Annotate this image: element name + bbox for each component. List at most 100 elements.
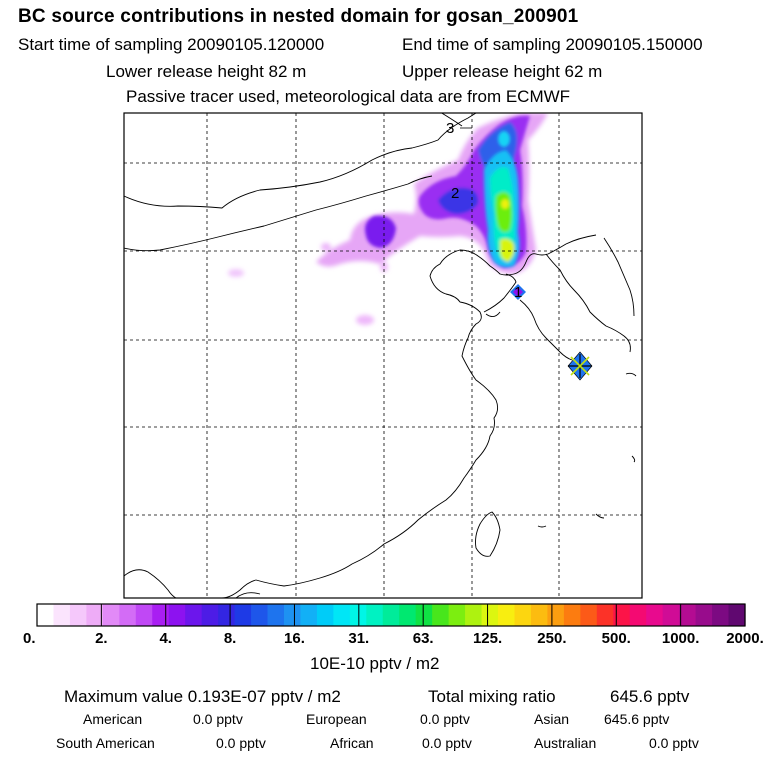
- map-frame: [123, 112, 643, 599]
- region-name-african: African: [330, 735, 374, 751]
- colorbar-swatch: [135, 604, 153, 626]
- receptor-gosan-marker: [567, 351, 593, 381]
- colorbar-ticks: [100, 604, 682, 626]
- colorbar-swatch: [152, 604, 170, 626]
- colorbar-swatch: [399, 604, 417, 626]
- coast-hainan: [235, 592, 261, 598]
- colorbar-swatch: [119, 604, 137, 626]
- coast-ryukyu: [537, 513, 605, 528]
- colorbar-swatch: [695, 604, 713, 626]
- colorbar-swatch: [629, 604, 647, 626]
- colorbar-swatch: [563, 604, 581, 626]
- plume-field: [228, 113, 548, 325]
- trajectory-label-1: 1: [514, 284, 522, 301]
- colorbar-tick-label: 2000.: [726, 630, 764, 647]
- coast-kyushu: [625, 372, 637, 377]
- coast-indochina: [124, 569, 177, 598]
- colorbar-swatch: [679, 604, 697, 626]
- lower-release-label: Lower release height 82 m: [106, 62, 307, 81]
- colorbar-tick-label: 500.: [601, 630, 631, 647]
- colorbar-swatch: [300, 604, 318, 626]
- colorbar-swatch: [69, 604, 87, 626]
- coastlines: [124, 113, 637, 598]
- map-background: [124, 113, 642, 598]
- colorbar-swatch: [465, 604, 483, 626]
- colorbar-swatch: [234, 604, 252, 626]
- coast-islet: [631, 455, 636, 463]
- colorbar-swatch: [53, 604, 71, 626]
- colorbar-frame: [36, 603, 746, 627]
- colorbar-swatch: [201, 604, 219, 626]
- region-value-asian: 645.6 pptv: [604, 711, 670, 727]
- colorbar-swatch: [613, 604, 631, 626]
- region-name-american: American: [83, 711, 143, 727]
- plume-spot-core: [513, 287, 523, 297]
- colorbar-swatch: [37, 604, 55, 626]
- colorbar-swatch: [251, 604, 269, 626]
- colorbar-swatch: [366, 604, 384, 626]
- end-time-label: End time of sampling 20090105.150000: [402, 35, 703, 54]
- colorbar-tick-label: 250.: [537, 630, 567, 647]
- colorbar-swatch: [728, 604, 746, 626]
- colorbar-swatch: [283, 604, 302, 626]
- coast-korea-west: [519, 299, 573, 361]
- colorbar-swatch: [432, 604, 450, 626]
- map-panel: 1 2 3: [124, 113, 642, 598]
- region-value-african: 0.0 pptv: [422, 735, 472, 751]
- trajectory-label-2: 2: [451, 185, 459, 202]
- colorbar-tick-label: 4.: [159, 630, 172, 647]
- region-value-australian: 0.0 pptv: [649, 735, 699, 751]
- colorbar-swatch: [530, 604, 549, 626]
- region-name-asian: Asian: [534, 711, 570, 727]
- colorbar-tick-label: 8.: [223, 630, 237, 647]
- start-time-label: Start time of sampling 20090105.120000: [18, 35, 325, 54]
- region-value-american: 0.0 pptv: [193, 711, 243, 727]
- region-name-south-american: South American: [56, 735, 155, 751]
- colorbar-swatch: [514, 604, 532, 626]
- colorbar-swatch: [646, 604, 664, 626]
- coast-shandong-tip: [485, 311, 501, 317]
- colorbar: [36, 603, 746, 627]
- colorbar-swatch: [580, 604, 598, 626]
- colorbar-units: 10E-10 pptv / m2: [310, 654, 440, 673]
- total-mixing-label: Total mixing ratio: [428, 687, 556, 706]
- colorbar-tick-label: 31.: [348, 630, 370, 647]
- border-mongolia-china: [124, 113, 477, 209]
- colorbar-swatch: [547, 604, 565, 626]
- max-value-label: Maximum value 0.193E-07 pptv / m2: [64, 687, 341, 706]
- total-mixing-value: 645.6 pptv: [610, 687, 690, 706]
- colorbar-swatch: [662, 604, 680, 626]
- coast-korea-north: [603, 237, 635, 317]
- colorbar-tick-label: 125.: [472, 630, 503, 647]
- border-inner: [124, 175, 433, 252]
- region-name-australian: Australian: [534, 735, 597, 751]
- colorbar-swatch: [415, 604, 433, 626]
- colorbar-swatch: [267, 604, 285, 626]
- colorbar-swatch: [712, 604, 730, 626]
- colorbar-tick-label: 2.: [95, 630, 108, 647]
- colorbar-swatch: [596, 604, 614, 626]
- region-name-european: European: [306, 711, 367, 727]
- colorbar-swatch: [333, 604, 351, 626]
- chart-title: BC source contributions in nested domain…: [18, 6, 579, 27]
- upper-release-label: Upper release height 62 m: [402, 62, 603, 81]
- region-value-european: 0.0 pptv: [420, 711, 470, 727]
- tracer-note: Passive tracer used, meteorological data…: [126, 87, 571, 106]
- colorbar-tick-label: 63.: [412, 630, 434, 647]
- lat-lon-grid: [124, 113, 642, 598]
- colorbar-swatch: [498, 604, 516, 626]
- coast-korea-east: [545, 253, 631, 353]
- colorbar-swatch: [218, 604, 236, 626]
- colorbar-swatch: [185, 604, 203, 626]
- coast-taiwan: [475, 511, 501, 557]
- colorbar-swatch: [86, 604, 104, 626]
- colorbar-tick-label: 1000.: [661, 630, 700, 647]
- colorbar-swatch: [382, 604, 400, 626]
- colorbar-swatch: [481, 604, 499, 626]
- coast-liaodong: [483, 273, 517, 313]
- trajectory-label-3: 3: [446, 120, 454, 137]
- plume-layer-high: [484, 131, 520, 268]
- colorbar-swatch: [102, 604, 120, 626]
